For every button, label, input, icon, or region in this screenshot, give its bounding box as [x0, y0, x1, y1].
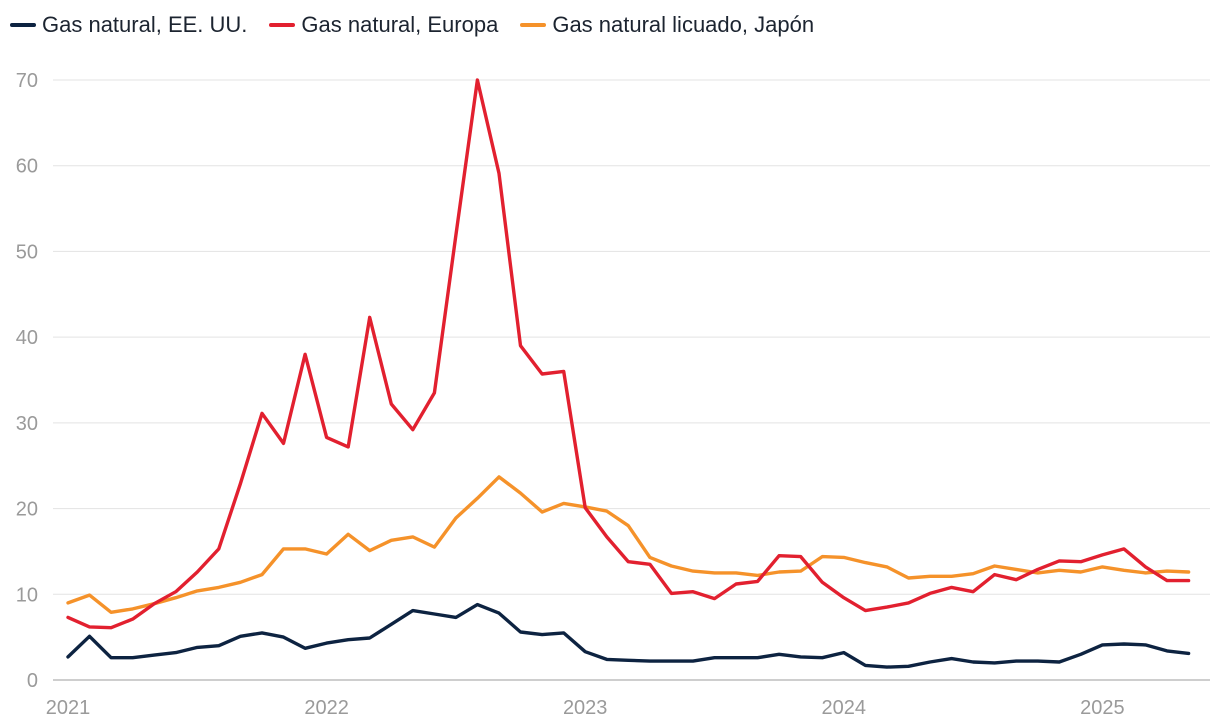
- x-tick-label-2022: 2022: [304, 697, 349, 719]
- series-lines: [66, 78, 1191, 669]
- y-tick-label-40: 40: [16, 327, 38, 349]
- chart-legend: Gas natural, EE. UU. Gas natural, Europa…: [10, 12, 814, 38]
- legend-item-us-gas[interactable]: Gas natural, EE. UU.: [10, 12, 247, 38]
- legend-swatch-us-gas: [10, 23, 36, 27]
- legend-swatch-japan-lng: [520, 23, 547, 27]
- series-line-us-gas[interactable]: [66, 602, 1191, 669]
- series-line-japan-lng[interactable]: [66, 475, 1191, 614]
- x-axis-tick-labels: 2021 2022 2023 2024 2025: [46, 697, 1125, 719]
- legend-item-europe-gas[interactable]: Gas natural, Europa: [269, 12, 498, 38]
- gridlines: [53, 79, 1210, 681]
- y-tick-label-60: 60: [16, 156, 38, 178]
- legend-label-japan-lng: Gas natural licuado, Japón: [552, 12, 815, 37]
- legend-label-us-gas: Gas natural, EE. UU.: [42, 12, 248, 37]
- x-tick-label-2021: 2021: [46, 697, 91, 719]
- legend-item-japan-lng[interactable]: Gas natural licuado, Japón: [520, 12, 814, 38]
- y-axis-tick-labels: 0 10 20 30 40 50 60 70: [16, 70, 38, 692]
- y-tick-label-30: 30: [16, 413, 38, 435]
- y-tick-label-70: 70: [16, 70, 38, 92]
- series-line-europe-gas[interactable]: [66, 78, 1191, 630]
- y-tick-label-0: 0: [27, 670, 38, 692]
- x-tick-label-2024: 2024: [822, 697, 867, 719]
- legend-label-europe-gas: Gas natural, Europa: [301, 12, 499, 37]
- x-tick-label-2023: 2023: [563, 697, 608, 719]
- x-tick-label-2025: 2025: [1080, 697, 1125, 719]
- y-tick-label-20: 20: [16, 499, 38, 521]
- y-tick-label-10: 10: [16, 584, 38, 606]
- legend-swatch-europe-gas: [269, 23, 296, 27]
- y-tick-label-50: 50: [16, 241, 38, 263]
